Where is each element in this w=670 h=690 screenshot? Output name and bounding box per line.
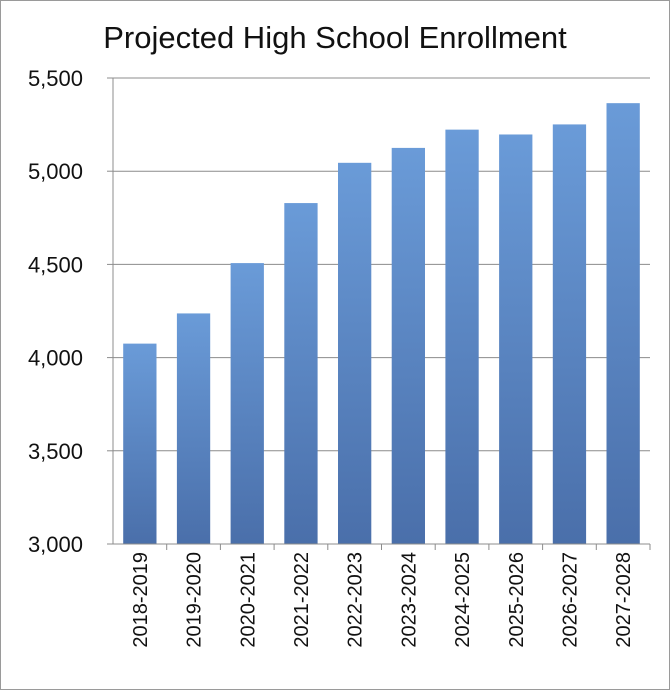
x-tick-label: 2027-2028 bbox=[613, 552, 635, 648]
bars bbox=[123, 103, 640, 545]
bar-2023-2024 bbox=[391, 147, 425, 544]
bar-2024-2025 bbox=[445, 129, 479, 544]
chart-title: Projected High School Enrollment bbox=[103, 20, 567, 55]
bar-2018-2019 bbox=[123, 343, 157, 544]
x-tick-label: 2020-2021 bbox=[237, 552, 259, 648]
x-tick-label: 2023-2024 bbox=[398, 552, 420, 648]
y-tick-label: 5,500 bbox=[28, 66, 83, 91]
bar-2019-2020 bbox=[176, 313, 211, 544]
bar-2021-2022 bbox=[284, 203, 318, 544]
x-tick-label: 2018-2019 bbox=[130, 552, 152, 648]
y-tick-labels: 3,000 3,500 4,000 4,500 5,000 5,500 bbox=[28, 66, 83, 557]
bar-2020-2021 bbox=[230, 263, 264, 544]
bar-2027-2028 bbox=[606, 103, 640, 544]
y-tick-label: 4,000 bbox=[28, 346, 83, 371]
bar-2025-2026 bbox=[499, 134, 533, 545]
x-tick-labels: 2018-2019 2019-2020 2020-2021 2021-2022 2022… bbox=[130, 552, 635, 648]
x-tick-label: 2022-2023 bbox=[345, 552, 367, 648]
y-tick-label: 5,000 bbox=[28, 159, 83, 184]
x-tick-label: 2026-2027 bbox=[559, 552, 581, 648]
bar-2022-2023 bbox=[338, 162, 372, 544]
y-tick-label: 4,500 bbox=[28, 252, 83, 277]
x-tick-label: 2024-2025 bbox=[452, 552, 474, 648]
x-tick-label: 2019-2020 bbox=[184, 552, 206, 648]
x-tick-label: 2021-2022 bbox=[291, 552, 313, 648]
y-tick-label: 3,500 bbox=[28, 439, 83, 464]
x-tick-label: 2025-2026 bbox=[506, 552, 528, 648]
axes bbox=[107, 77, 651, 550]
bar-2026-2027 bbox=[552, 124, 587, 544]
y-tick-label: 3,000 bbox=[28, 532, 83, 557]
